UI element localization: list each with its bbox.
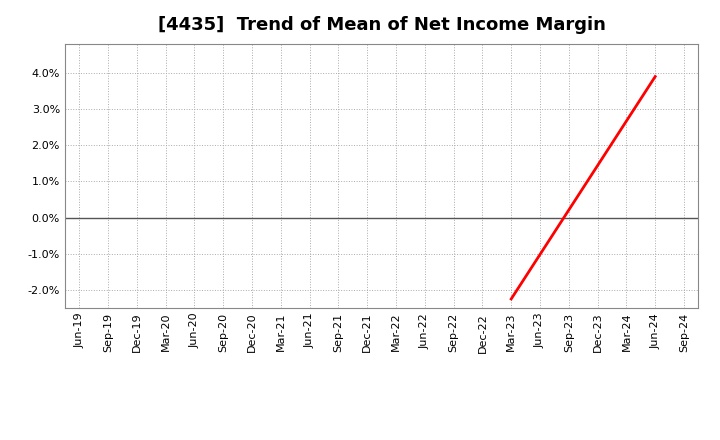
Title: [4435]  Trend of Mean of Net Income Margin: [4435] Trend of Mean of Net Income Margi… [158,16,606,34]
